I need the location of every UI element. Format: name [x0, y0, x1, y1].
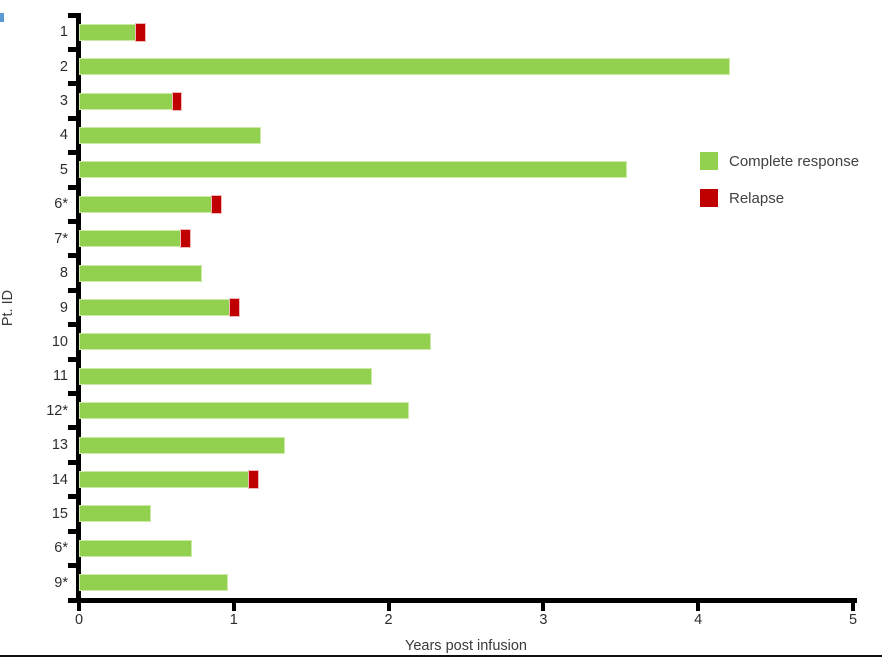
y-axis-tick [68, 563, 77, 569]
bar-relapse [229, 298, 241, 317]
x-axis-tick [77, 603, 81, 611]
bar-complete-response [79, 126, 261, 144]
x-axis-tick-label: 0 [74, 612, 84, 628]
x-axis-tick-label: 1 [229, 612, 238, 628]
y-axis-line [76, 13, 81, 603]
y-category-label: 11 [52, 368, 68, 385]
bar-complete-response [79, 471, 250, 489]
x-axis-title: Years post infusion [405, 638, 527, 654]
y-category-label: 6* [54, 196, 68, 213]
bar-complete-response [79, 230, 182, 248]
bar-relapse [247, 470, 259, 490]
bar-complete-response [79, 58, 730, 76]
y-axis-tick [68, 356, 77, 362]
x-axis-tick [696, 603, 701, 611]
y-category-label: 7* [54, 230, 68, 247]
y-axis-tick [68, 425, 77, 431]
bar-complete-response [79, 195, 213, 213]
y-category-label: 2 [59, 58, 68, 75]
legend-swatch-complete-response-icon [700, 152, 718, 170]
y-axis-tick [68, 218, 77, 224]
y-category-label: 9* [54, 574, 68, 591]
y-axis-tick [68, 184, 77, 190]
y-axis-tick [68, 81, 77, 87]
y-category-label: 14 [51, 471, 68, 488]
y-axis-tick [68, 115, 77, 121]
y-category-label: 6* [54, 540, 68, 557]
x-axis-tick-label: 3 [539, 612, 548, 628]
y-axis-tick [68, 391, 77, 397]
bar-complete-response [79, 161, 628, 179]
y-axis-title: Pt. ID [0, 289, 16, 327]
panel-label-fragment [0, 13, 4, 22]
y-axis-tick [68, 46, 77, 52]
x-axis-tick [541, 603, 546, 611]
bar-complete-response [79, 402, 410, 420]
y-category-label: 8 [59, 265, 68, 282]
y-category-label: 12* [46, 402, 68, 419]
bottom-border-line [0, 655, 882, 657]
x-axis-tick [231, 603, 236, 611]
y-category-label: 1 [59, 24, 68, 41]
bar-complete-response [79, 92, 174, 110]
y-category-label: 13 [51, 437, 68, 454]
bar-relapse [134, 22, 146, 42]
legend-label-relapse: Relapse [729, 189, 785, 207]
bar-complete-response [79, 436, 286, 454]
y-axis-tick [68, 494, 77, 500]
y-axis-tick [68, 12, 77, 18]
bar-relapse [210, 194, 222, 214]
bar-complete-response [79, 505, 151, 523]
bar-complete-response [79, 23, 137, 41]
bar-complete-response [79, 367, 373, 385]
x-axis-tick-label: 4 [694, 612, 703, 628]
y-axis-tick [68, 150, 77, 156]
legend-swatch-relapse-icon [700, 189, 718, 207]
bar-complete-response [79, 264, 202, 282]
y-category-label: 3 [59, 93, 68, 110]
bar-complete-response [79, 299, 232, 316]
x-axis-tick-label: 5 [848, 612, 858, 628]
y-category-label: 5 [59, 161, 68, 178]
x-axis-tick-label: 2 [384, 612, 393, 628]
y-axis-tick [68, 287, 77, 293]
y-axis-tick [68, 528, 77, 534]
y-category-label: 9 [59, 299, 68, 316]
bar-complete-response [79, 333, 431, 351]
y-category-label: 4 [59, 127, 68, 144]
y-axis-tick [68, 322, 77, 328]
x-axis-tick [386, 603, 391, 611]
y-category-label: 10 [51, 333, 68, 350]
bar-relapse [179, 229, 191, 249]
legend-label-complete-response: Complete response [729, 152, 860, 170]
y-axis-tick [68, 253, 77, 259]
legend: Complete response Relapse [700, 152, 859, 226]
y-axis-tick [68, 597, 77, 603]
legend-item-complete-response: Complete response [700, 152, 859, 170]
bar-complete-response [79, 574, 229, 592]
x-axis-line [76, 598, 857, 603]
y-category-label: 15 [51, 505, 68, 522]
x-axis-tick [851, 603, 855, 611]
bar-relapse [171, 91, 182, 111]
y-axis-tick [68, 459, 77, 465]
legend-item-relapse: Relapse [700, 189, 859, 207]
bar-complete-response [79, 539, 193, 557]
